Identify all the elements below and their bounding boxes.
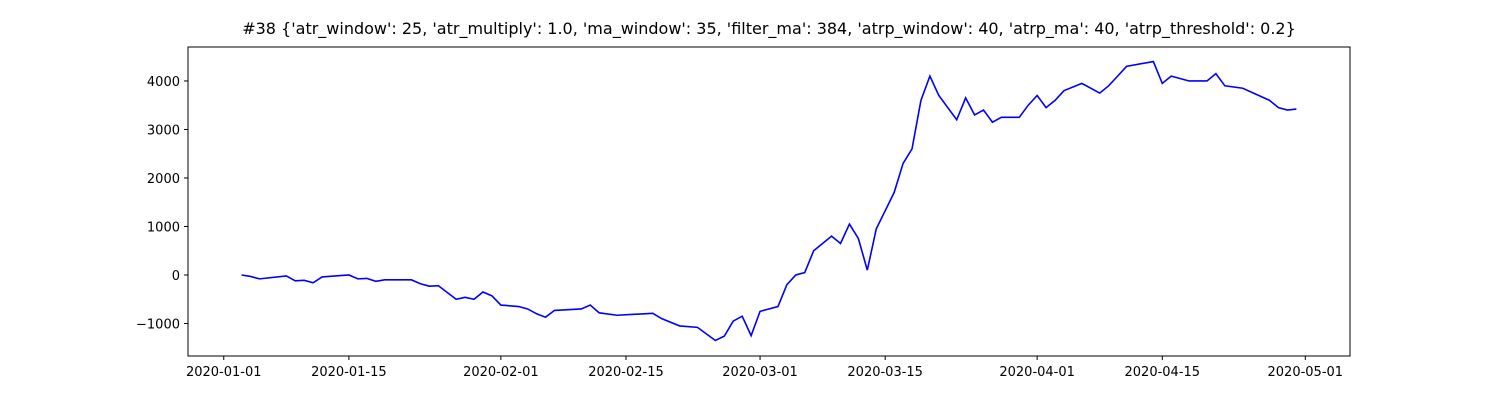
y-tick-label: 0 — [172, 269, 180, 284]
x-tick-label: 2020-02-15 — [588, 365, 664, 380]
x-tick-label: 2020-01-15 — [311, 365, 387, 380]
x-tick-label: 2020-03-01 — [722, 365, 798, 380]
y-tick-label: 4000 — [147, 75, 180, 90]
x-tick-label: 2020-02-01 — [463, 365, 539, 380]
x-tick-label: 2020-01-01 — [186, 365, 262, 380]
y-tick-label: 1000 — [147, 220, 180, 235]
x-tick-label: 2020-03-15 — [847, 365, 923, 380]
chart-title: #38 {'atr_window': 25, 'atr_multiply': 1… — [242, 19, 1296, 39]
y-tick-label: 2000 — [147, 172, 180, 187]
plot-frame — [187, 46, 1351, 357]
y-tick-label: 3000 — [147, 123, 180, 138]
x-tick-label: 2020-04-01 — [999, 365, 1075, 380]
series-line — [241, 60, 1297, 342]
x-tick-label: 2020-04-15 — [1125, 365, 1201, 380]
y-tick-label: −1000 — [136, 317, 180, 332]
x-tick-label: 2020-05-01 — [1268, 365, 1344, 380]
